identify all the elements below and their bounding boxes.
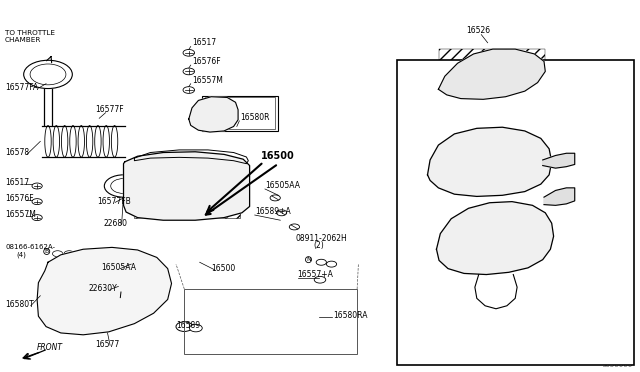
Text: 16589+A: 16589+A [255, 207, 291, 216]
Circle shape [32, 215, 42, 221]
Bar [397, 60, 634, 365]
Circle shape [424, 169, 431, 173]
Text: 16528: 16528 [557, 193, 581, 202]
Text: 16577: 16577 [95, 340, 119, 349]
Text: 16557M: 16557M [5, 209, 36, 218]
Text: s650000: s650000 [603, 362, 634, 368]
Polygon shape [189, 97, 238, 132]
Text: N: N [306, 257, 311, 262]
Text: 22680: 22680 [104, 219, 128, 228]
Circle shape [326, 261, 337, 267]
Text: 16580R: 16580R [240, 113, 269, 122]
Circle shape [481, 300, 511, 317]
Bar [205, 97, 275, 129]
Circle shape [24, 60, 72, 89]
Bar [134, 158, 240, 218]
Circle shape [314, 276, 326, 283]
Text: TO THROTTLE
CHAMBER: TO THROTTLE CHAMBER [5, 30, 55, 43]
Circle shape [421, 167, 434, 175]
Circle shape [176, 322, 193, 331]
Polygon shape [436, 202, 554, 275]
Text: 16557M: 16557M [192, 76, 223, 84]
Text: 16598: 16598 [447, 302, 471, 311]
Text: 08911-2062H: 08911-2062H [296, 234, 348, 243]
Bar [184, 289, 357, 354]
Polygon shape [543, 153, 575, 168]
Text: 16576F: 16576F [192, 57, 221, 66]
Polygon shape [438, 49, 545, 99]
Circle shape [189, 324, 202, 332]
Circle shape [104, 175, 143, 197]
Circle shape [289, 224, 300, 230]
Text: 16576F: 16576F [5, 194, 34, 203]
Polygon shape [37, 247, 172, 335]
Text: 16505AA: 16505AA [266, 181, 301, 190]
Circle shape [32, 183, 42, 189]
Polygon shape [124, 152, 250, 220]
Text: 16517: 16517 [192, 38, 216, 47]
Text: 16577FA: 16577FA [5, 83, 38, 92]
Bar [439, 49, 545, 99]
Text: 16577F: 16577F [95, 105, 124, 113]
Circle shape [270, 195, 280, 201]
Text: 16577FB: 16577FB [97, 197, 131, 206]
Bar [435, 135, 549, 196]
Circle shape [316, 259, 326, 265]
Circle shape [276, 210, 287, 216]
Text: 16500Y: 16500Y [401, 128, 430, 137]
Circle shape [111, 261, 124, 269]
Circle shape [30, 64, 66, 85]
Circle shape [562, 187, 588, 202]
Text: 16546: 16546 [557, 151, 581, 160]
Circle shape [52, 251, 63, 257]
Text: 16505AA: 16505AA [101, 263, 136, 272]
Text: 16517: 16517 [5, 178, 29, 187]
Circle shape [183, 68, 195, 75]
Circle shape [111, 179, 136, 193]
Circle shape [32, 199, 42, 205]
Text: B: B [45, 249, 49, 254]
Circle shape [64, 251, 74, 257]
Circle shape [113, 282, 130, 292]
Text: 16578: 16578 [5, 148, 29, 157]
Text: 16526: 16526 [466, 26, 490, 35]
Bar [202, 96, 278, 131]
Polygon shape [544, 188, 575, 205]
Text: 16589: 16589 [176, 321, 200, 330]
Text: 16580RA: 16580RA [333, 311, 367, 320]
Circle shape [183, 49, 195, 56]
Text: 08166-6162A-: 08166-6162A- [5, 244, 55, 250]
Text: (4): (4) [16, 252, 26, 258]
Polygon shape [428, 127, 552, 196]
Text: FRONT: FRONT [37, 343, 63, 352]
Circle shape [563, 152, 586, 166]
Text: 16557+A: 16557+A [298, 270, 333, 279]
Text: 16580T: 16580T [5, 300, 34, 309]
Text: 16500: 16500 [261, 151, 295, 161]
Text: 22630Y: 22630Y [88, 284, 117, 293]
Circle shape [76, 251, 86, 257]
Circle shape [183, 87, 195, 93]
Text: (2): (2) [314, 241, 324, 250]
Text: 16500: 16500 [211, 264, 236, 273]
